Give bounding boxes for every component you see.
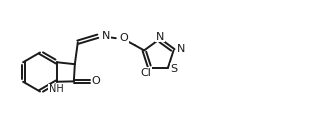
Text: Cl: Cl [141, 68, 152, 78]
Text: O: O [119, 33, 128, 43]
Text: NH: NH [49, 84, 63, 94]
Text: S: S [171, 64, 178, 74]
Text: N: N [177, 44, 185, 54]
Text: N: N [102, 31, 110, 41]
Text: O: O [91, 76, 100, 86]
Text: N: N [156, 32, 164, 42]
